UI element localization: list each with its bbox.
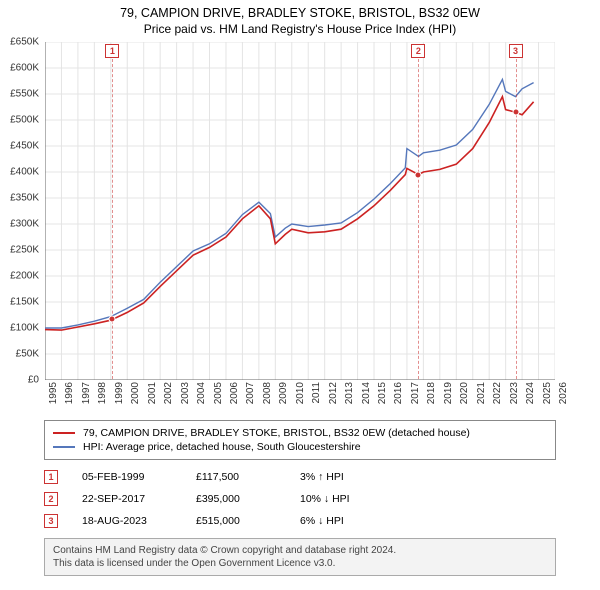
series-hpi bbox=[45, 79, 534, 328]
x-tick-label: 2013 bbox=[344, 382, 355, 404]
x-tick-label: 2012 bbox=[328, 382, 339, 404]
y-tick-label: £400K bbox=[10, 167, 39, 178]
x-tick-label: 2017 bbox=[410, 382, 421, 404]
event-row: 1 05-FEB-1999 £117,500 3% ↑ HPI bbox=[44, 466, 556, 488]
x-tick-label: 2007 bbox=[245, 382, 256, 404]
legend: 79, CAMPION DRIVE, BRADLEY STOKE, BRISTO… bbox=[44, 420, 556, 460]
x-tick-label: 2022 bbox=[492, 382, 503, 404]
legend-label: 79, CAMPION DRIVE, BRADLEY STOKE, BRISTO… bbox=[83, 427, 470, 439]
x-tick-label: 2001 bbox=[147, 382, 158, 404]
event-row: 3 18-AUG-2023 £515,000 6% ↓ HPI bbox=[44, 510, 556, 532]
chart-container: £0£50K£100K£150K£200K£250K£300K£350K£400… bbox=[45, 42, 600, 412]
y-tick-label: £450K bbox=[10, 141, 39, 152]
x-tick-label: 2026 bbox=[558, 382, 569, 404]
x-tick-label: 2009 bbox=[278, 382, 289, 404]
event-marker: 1 bbox=[44, 470, 58, 484]
legend-label: HPI: Average price, detached house, Sout… bbox=[83, 441, 361, 453]
y-tick-label: £0 bbox=[28, 375, 39, 386]
x-tick-label: 2020 bbox=[459, 382, 470, 404]
chart-subtitle: Price paid vs. HM Land Registry's House … bbox=[0, 22, 600, 42]
footer-line: This data is licensed under the Open Gov… bbox=[53, 557, 547, 570]
chart-title: 79, CAMPION DRIVE, BRADLEY STOKE, BRISTO… bbox=[0, 0, 600, 22]
series-property bbox=[45, 97, 534, 331]
marker-line bbox=[112, 59, 113, 379]
x-tick-label: 2016 bbox=[393, 382, 404, 404]
y-tick-label: £550K bbox=[10, 89, 39, 100]
legend-swatch bbox=[53, 446, 75, 448]
events-table: 1 05-FEB-1999 £117,500 3% ↑ HPI 2 22-SEP-2017… bbox=[44, 466, 556, 532]
legend-swatch bbox=[53, 432, 75, 434]
y-tick-label: £650K bbox=[10, 37, 39, 48]
x-tick-label: 2014 bbox=[361, 382, 372, 404]
y-tick-label: £600K bbox=[10, 63, 39, 74]
x-tick-label: 2019 bbox=[443, 382, 454, 404]
x-tick-label: 1998 bbox=[97, 382, 108, 404]
marker-box: 3 bbox=[509, 44, 523, 58]
event-price: £395,000 bbox=[196, 493, 276, 505]
y-tick-label: £50K bbox=[16, 349, 39, 360]
x-tick-label: 2015 bbox=[377, 382, 388, 404]
x-tick-label: 1999 bbox=[114, 382, 125, 404]
x-tick-label: 2024 bbox=[525, 382, 536, 404]
legend-item: HPI: Average price, detached house, Sout… bbox=[53, 440, 547, 454]
sale-point bbox=[512, 109, 519, 116]
event-date: 22-SEP-2017 bbox=[82, 493, 172, 505]
event-diff: 10% ↓ HPI bbox=[300, 493, 400, 505]
x-tick-label: 2011 bbox=[311, 382, 322, 404]
x-tick-label: 2025 bbox=[542, 382, 553, 404]
x-tick-label: 2021 bbox=[476, 382, 487, 404]
sale-point bbox=[415, 171, 422, 178]
x-tick-label: 2000 bbox=[130, 382, 141, 404]
x-tick-label: 1995 bbox=[48, 382, 59, 404]
event-row: 2 22-SEP-2017 £395,000 10% ↓ HPI bbox=[44, 488, 556, 510]
marker-box: 2 bbox=[411, 44, 425, 58]
event-diff: 3% ↑ HPI bbox=[300, 471, 400, 483]
y-tick-label: £300K bbox=[10, 219, 39, 230]
x-tick-label: 2002 bbox=[163, 382, 174, 404]
legend-item: 79, CAMPION DRIVE, BRADLEY STOKE, BRISTO… bbox=[53, 426, 547, 440]
y-axis: £0£50K£100K£150K£200K£250K£300K£350K£400… bbox=[0, 42, 42, 380]
event-date: 18-AUG-2023 bbox=[82, 515, 172, 527]
footer-line: Contains HM Land Registry data © Crown c… bbox=[53, 544, 547, 557]
plot-area bbox=[45, 42, 555, 380]
y-tick-label: £350K bbox=[10, 193, 39, 204]
footer-attribution: Contains HM Land Registry data © Crown c… bbox=[44, 538, 556, 576]
event-price: £117,500 bbox=[196, 471, 276, 483]
y-tick-label: £500K bbox=[10, 115, 39, 126]
y-tick-label: £150K bbox=[10, 297, 39, 308]
x-tick-label: 2003 bbox=[180, 382, 191, 404]
sale-point bbox=[109, 315, 116, 322]
x-tick-label: 2010 bbox=[295, 382, 306, 404]
event-price: £515,000 bbox=[196, 515, 276, 527]
x-tick-label: 2018 bbox=[426, 382, 437, 404]
x-tick-label: 2023 bbox=[509, 382, 520, 404]
y-tick-label: £100K bbox=[10, 323, 39, 334]
y-tick-label: £200K bbox=[10, 271, 39, 282]
x-axis: 1995 1996 1997 1998 1999 2000 2001 2002 2003 2004… bbox=[45, 382, 555, 412]
x-tick-label: 2006 bbox=[229, 382, 240, 404]
y-tick-label: £250K bbox=[10, 245, 39, 256]
marker-line bbox=[516, 59, 517, 379]
x-tick-label: 1997 bbox=[81, 382, 92, 404]
event-date: 05-FEB-1999 bbox=[82, 471, 172, 483]
event-marker: 2 bbox=[44, 492, 58, 506]
marker-line bbox=[418, 59, 419, 379]
event-diff: 6% ↓ HPI bbox=[300, 515, 400, 527]
marker-box: 1 bbox=[105, 44, 119, 58]
x-tick-label: 2005 bbox=[213, 382, 224, 404]
event-marker: 3 bbox=[44, 514, 58, 528]
x-tick-label: 2008 bbox=[262, 382, 273, 404]
x-tick-label: 1996 bbox=[64, 382, 75, 404]
x-tick-label: 2004 bbox=[196, 382, 207, 404]
